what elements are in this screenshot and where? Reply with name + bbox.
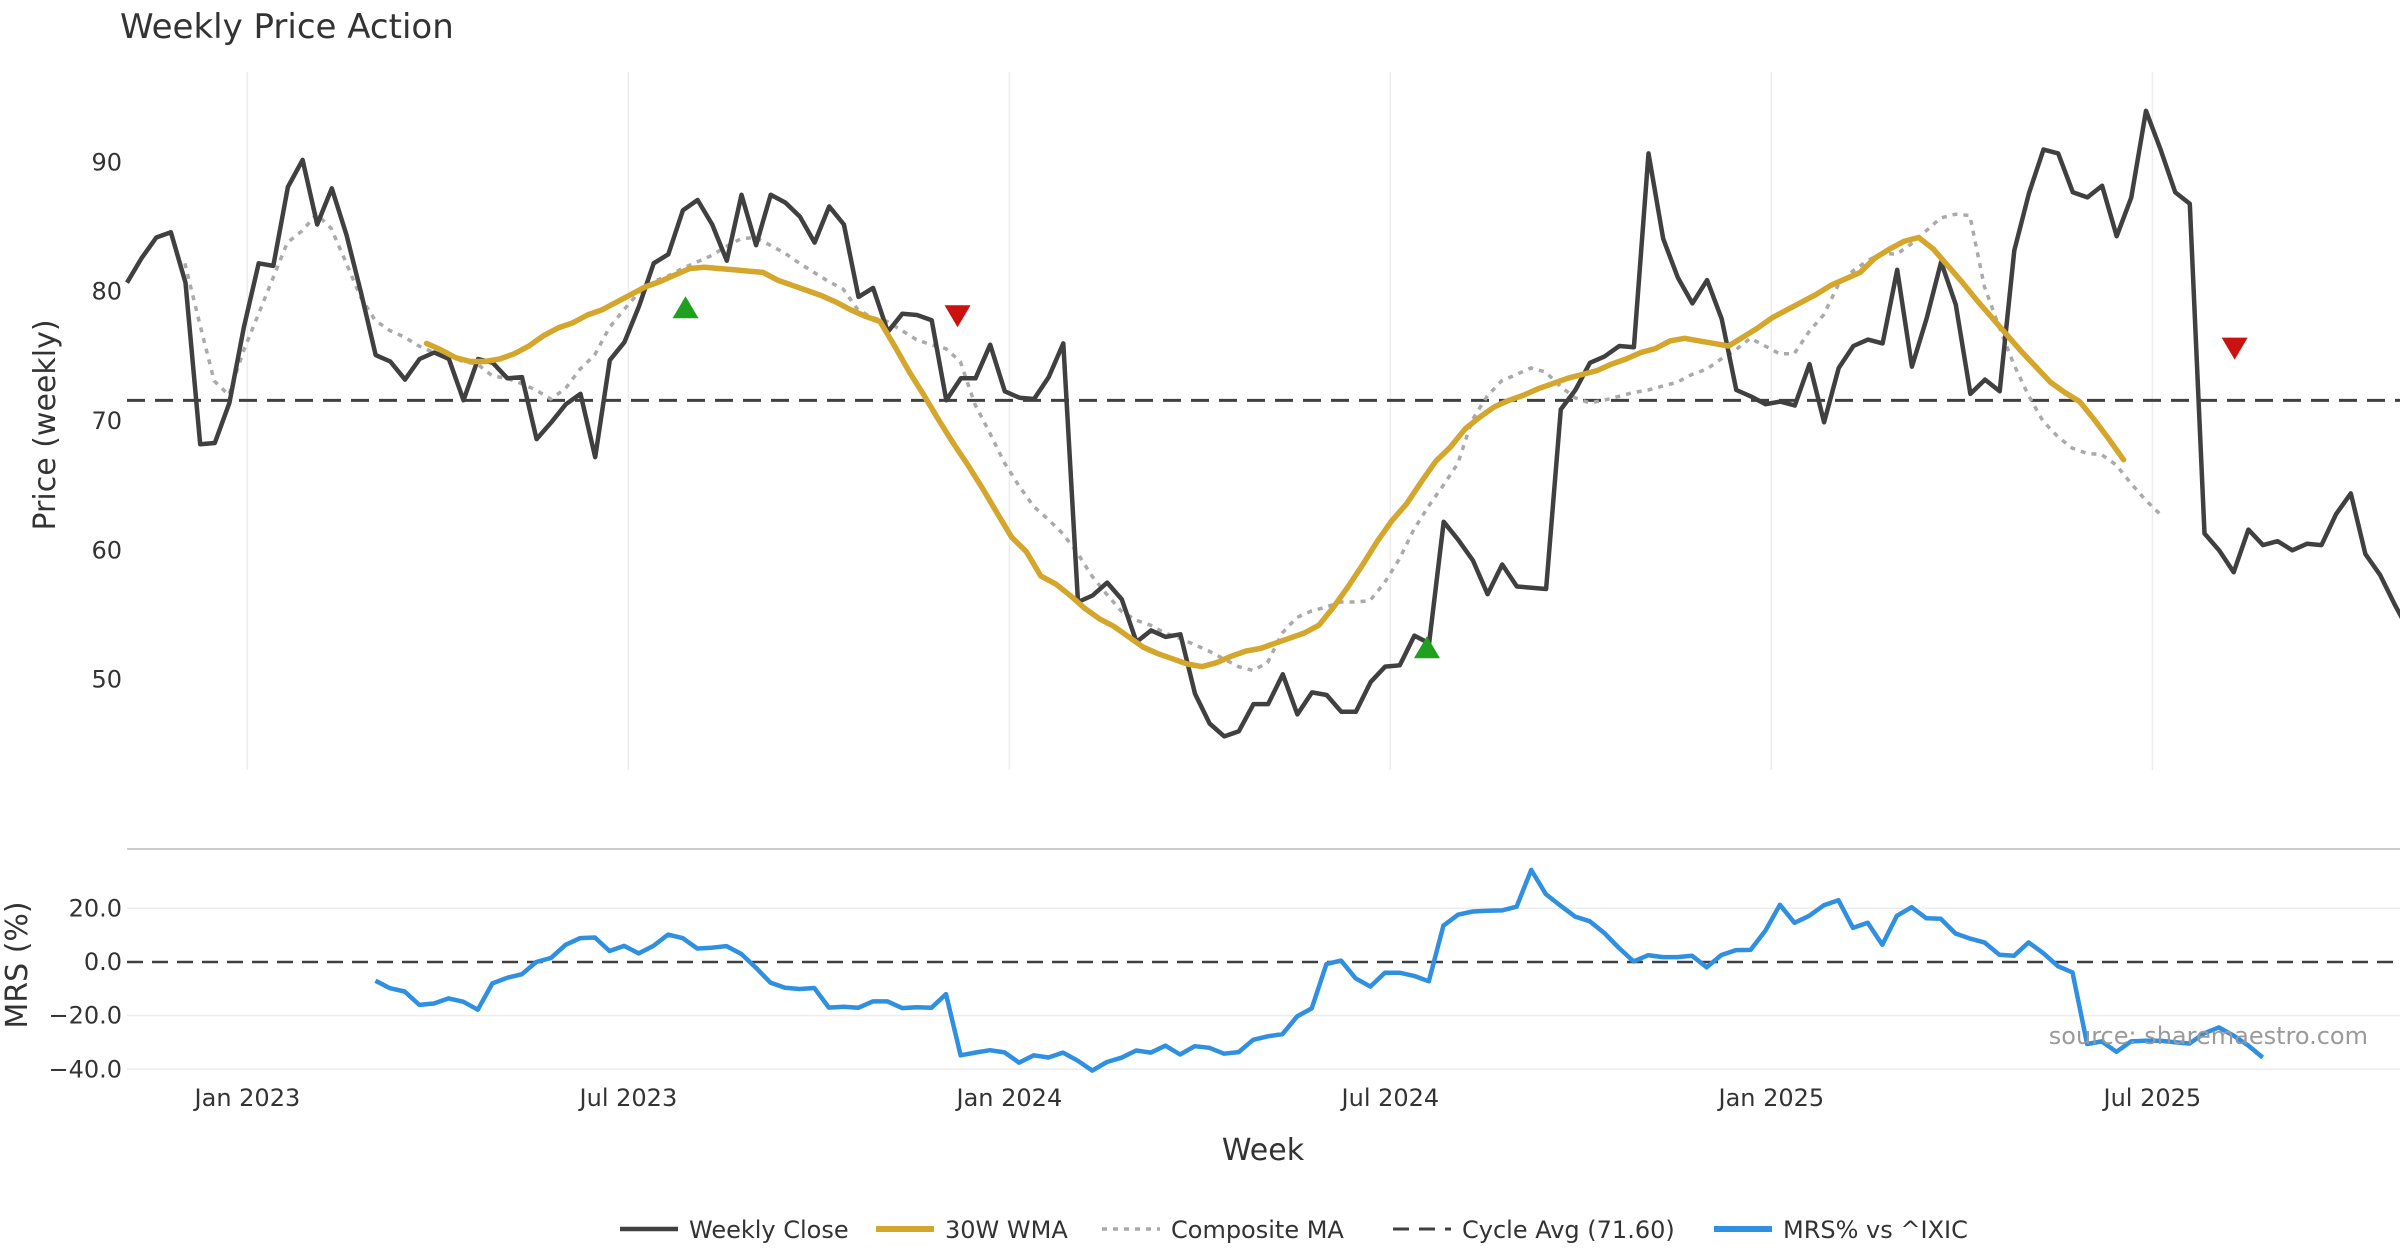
legend-label: 30W WMA <box>945 1216 1068 1244</box>
price-series-group <box>125 108 2400 739</box>
price-y-tick: 90 <box>91 148 122 176</box>
sell-signal-marker <box>2221 337 2248 360</box>
price-y-axis: 50 60 70 80 90 <box>91 148 122 693</box>
chart-legend: Weekly Close 30W WMA Composite MA Cycle Avg… <box>620 1216 1968 1244</box>
x-tick-label: Jul 2024 <box>1340 1084 1440 1112</box>
mrs-series-group <box>127 867 2400 1073</box>
x-tick-label: Jan 2024 <box>955 1084 1063 1112</box>
price-y-tick: 50 <box>91 666 122 694</box>
mrs-y-axis-label: MRS (%) <box>0 901 35 1028</box>
price-y-tick: 60 <box>91 536 122 564</box>
price-y-tick: 80 <box>91 278 122 306</box>
legend-label: Composite MA <box>1171 1216 1344 1244</box>
mrs-y-tick: 0.0 <box>84 948 122 976</box>
x-axis: Jan 2023 Jul 2023 Jan 2024 Jul 2024 Jan 2025… <box>193 1084 2202 1112</box>
price-y-tick: 70 <box>91 407 122 435</box>
composite-ma-line <box>183 212 2162 673</box>
mrs-y-axis: 20.0 0.0 −20.0 −40.0 <box>48 894 122 1083</box>
weekly-close-line <box>125 108 2400 739</box>
legend-label: MRS% vs ^IXIC <box>1783 1216 1968 1244</box>
x-tick-label: Jan 2023 <box>193 1084 301 1112</box>
buy-signal-marker <box>672 296 699 319</box>
mrs-y-tick: −20.0 <box>48 1002 122 1030</box>
chart-title: Weekly Price Action <box>120 7 454 47</box>
price-panel-grid <box>246 72 2154 770</box>
mrs-line <box>374 867 2265 1073</box>
mrs-panel-grid <box>127 907 2400 1071</box>
legend-label: Weekly Close <box>689 1216 849 1244</box>
legend-label: Cycle Avg (71.60) <box>1462 1216 1675 1244</box>
x-axis-label: Week <box>1222 1133 1305 1168</box>
x-tick-label: Jan 2025 <box>1717 1084 1825 1112</box>
buy-signal-marker <box>1413 636 1440 659</box>
x-tick-label: Jul 2025 <box>2102 1084 2202 1112</box>
mrs-y-tick: −40.0 <box>48 1055 122 1083</box>
wma-30w-line <box>423 234 2127 670</box>
x-tick-label: Jul 2023 <box>578 1084 678 1112</box>
price-y-axis-label: Price (weekly) <box>28 319 63 530</box>
signal-markers <box>672 296 2248 659</box>
mrs-y-tick: 20.0 <box>69 894 122 922</box>
sell-signal-marker <box>944 305 971 328</box>
source-watermark: source: sharemaestro.com <box>2049 1022 2368 1050</box>
